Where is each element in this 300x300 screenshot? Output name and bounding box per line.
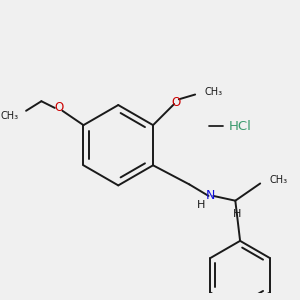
Text: O: O — [171, 96, 181, 109]
Text: H: H — [197, 200, 205, 211]
Text: N: N — [206, 189, 215, 203]
Text: CH₃: CH₃ — [270, 175, 288, 185]
Text: O: O — [54, 101, 63, 114]
Text: H: H — [233, 209, 242, 219]
Text: HCl: HCl — [228, 120, 251, 133]
Text: CH₃: CH₃ — [205, 87, 223, 97]
Text: CH₃: CH₃ — [0, 111, 18, 121]
